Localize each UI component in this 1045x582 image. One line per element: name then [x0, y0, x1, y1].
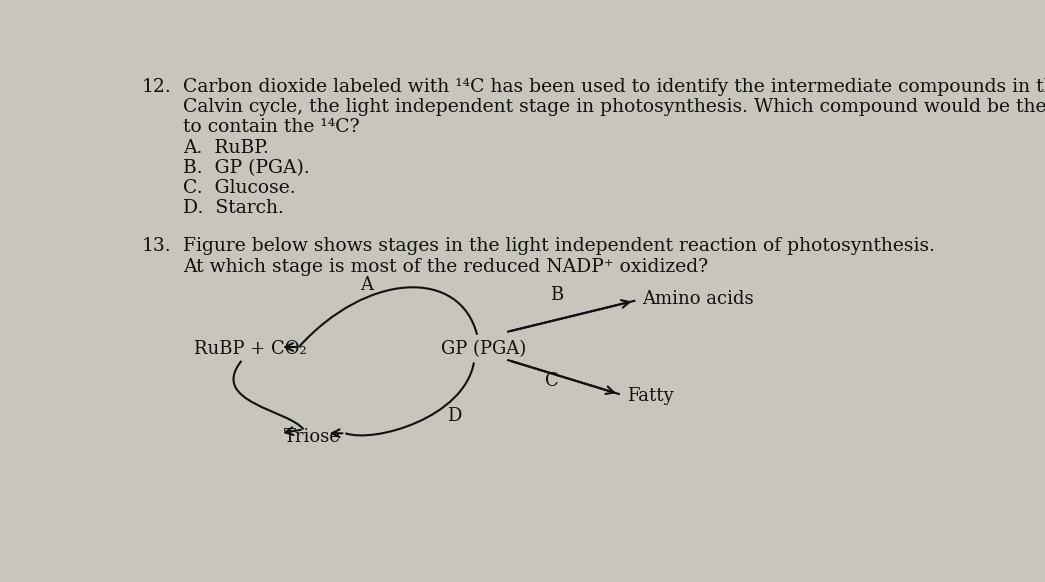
Text: B.  GP (PGA).: B. GP (PGA). — [183, 159, 310, 177]
Text: RuBP + CO₂: RuBP + CO₂ — [194, 339, 307, 357]
Text: Triose: Triose — [284, 428, 341, 446]
Text: 13.: 13. — [142, 237, 171, 255]
Text: Amino acids: Amino acids — [642, 289, 753, 307]
Text: At which stage is most of the reduced NADP⁺ oxidized?: At which stage is most of the reduced NA… — [183, 258, 709, 276]
Text: C: C — [544, 372, 558, 390]
Text: C.  Glucose.: C. Glucose. — [183, 179, 296, 197]
Text: D.  Starch.: D. Starch. — [183, 199, 284, 217]
Text: D: D — [446, 407, 461, 425]
Text: 12.: 12. — [142, 77, 172, 95]
Text: A: A — [361, 276, 373, 294]
Text: Calvin cycle, the light independent stage in photosynthesis. Which compound woul: Calvin cycle, the light independent stag… — [183, 98, 1045, 116]
Text: Carbon dioxide labeled with ¹⁴C has been used to identify the intermediate compo: Carbon dioxide labeled with ¹⁴C has been… — [183, 77, 1045, 95]
Text: B: B — [551, 286, 563, 304]
Text: to contain the ¹⁴C?: to contain the ¹⁴C? — [183, 118, 359, 136]
Text: A.  RuBP.: A. RuBP. — [183, 139, 270, 157]
Text: Figure below shows stages in the light independent reaction of photosynthesis.: Figure below shows stages in the light i… — [183, 237, 935, 255]
Text: GP (PGA): GP (PGA) — [441, 339, 526, 357]
Text: Fatty: Fatty — [627, 387, 673, 405]
